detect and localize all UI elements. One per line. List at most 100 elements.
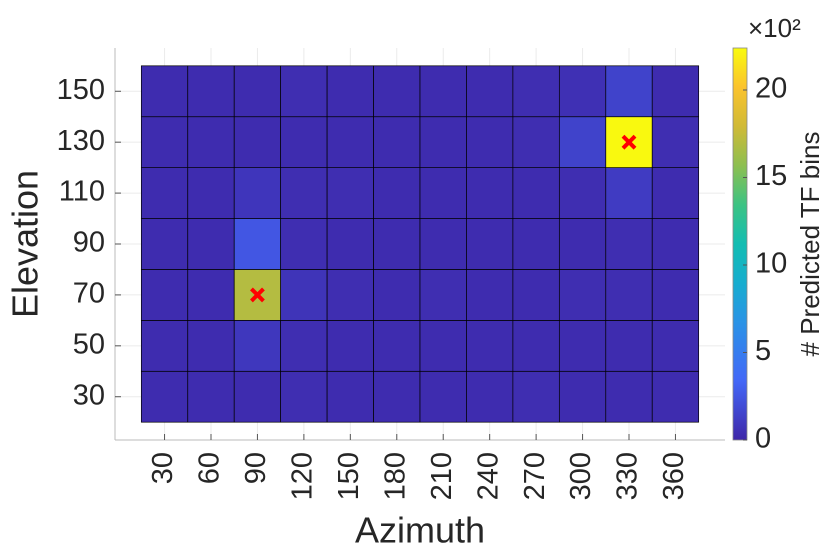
marker <box>250 287 265 303</box>
heat-cell <box>512 65 560 118</box>
marker <box>621 134 637 150</box>
heat-cell <box>373 269 421 321</box>
y-tick-label: 150 <box>57 74 105 106</box>
heat-cell <box>558 167 607 219</box>
heat-cell <box>280 218 328 270</box>
colorbar-tick-label: 15 <box>755 160 787 192</box>
heat-cell <box>326 320 374 372</box>
heat-cell <box>512 370 560 423</box>
heat-cell <box>187 218 235 270</box>
heat-cell <box>512 320 560 372</box>
heat-cell <box>466 116 514 168</box>
heat-cell <box>140 320 189 372</box>
y-tick-label: 90 <box>73 227 105 259</box>
heat-cell <box>466 269 514 321</box>
heat-cell <box>280 116 328 168</box>
heat-cell <box>280 320 328 372</box>
heat-cell <box>605 370 653 423</box>
x-tick-label: 180 <box>379 452 411 500</box>
heat-cell <box>326 167 374 219</box>
heat-cell <box>605 320 653 372</box>
heat-cell <box>187 269 235 321</box>
heat-cell <box>651 269 700 321</box>
y-tick-label: 30 <box>73 379 105 411</box>
heat-cell <box>605 218 653 270</box>
heat-cell <box>187 370 235 423</box>
heat-cell <box>466 218 514 270</box>
x-tick-label: 60 <box>194 452 226 484</box>
heat-cell <box>605 167 653 219</box>
y-axis-label: Elevation <box>5 170 46 318</box>
heat-cell <box>280 167 328 219</box>
heat-cell <box>373 116 421 168</box>
heat-cell <box>466 167 514 219</box>
heat-cell <box>326 269 374 321</box>
heat-cell <box>512 116 560 168</box>
y-tick-label: 130 <box>57 125 105 157</box>
heat-cell <box>233 167 282 219</box>
heat-cell <box>326 65 374 118</box>
heat-cell <box>140 167 189 219</box>
colorbar-tick-label: 10 <box>755 248 787 280</box>
marker-cross <box>250 287 265 303</box>
colorbar <box>732 47 748 441</box>
heat-cell <box>187 167 235 219</box>
heat-cell <box>558 65 607 118</box>
heat-cell <box>140 218 189 270</box>
heat-cell <box>373 167 421 219</box>
colorbar-label: # Predicted TF bins <box>795 132 825 357</box>
x-tick-label: 150 <box>333 452 365 500</box>
heat-cell <box>233 320 282 372</box>
heat-cell <box>419 65 467 118</box>
x-tick-label: 300 <box>565 452 597 500</box>
heat-cell <box>187 116 235 168</box>
heat-cell <box>558 269 607 321</box>
heat-cell <box>373 320 421 372</box>
heat-cell <box>233 65 282 118</box>
colorbar-tick-label: 20 <box>755 73 787 105</box>
heat-cell <box>466 65 514 118</box>
colorbar-tick-label: 5 <box>755 335 771 367</box>
x-tick-label: 120 <box>287 452 319 500</box>
marker-cross <box>621 134 637 150</box>
colorbar-tick-label: 0 <box>755 423 771 455</box>
heat-cell <box>373 218 421 270</box>
heat-cell <box>140 65 189 118</box>
heat-cell <box>651 65 700 118</box>
heat-cell <box>326 116 374 168</box>
heat-cell <box>187 320 235 372</box>
heat-cell <box>373 65 421 118</box>
heat-cell <box>419 218 467 270</box>
heat-cell <box>651 320 700 372</box>
y-tick-label: 110 <box>59 176 105 208</box>
x-tick-label: 360 <box>658 452 690 500</box>
heat-cell <box>651 116 700 168</box>
heat-cell <box>419 370 467 423</box>
heat-cell <box>558 370 607 423</box>
heat-cell <box>187 65 235 118</box>
x-tick-label: 30 <box>147 452 179 484</box>
heat-cell <box>466 370 514 423</box>
heat-cell <box>233 370 282 423</box>
heat-cell <box>558 218 607 270</box>
heat-cell <box>419 320 467 372</box>
x-axis-label: Azimuth <box>355 510 485 551</box>
heat-cell <box>373 370 421 423</box>
heat-cell <box>326 218 374 270</box>
x-tick-label: 90 <box>240 452 272 484</box>
colorbar-exponent: ×10² <box>748 13 801 43</box>
heat-cell <box>233 218 282 270</box>
heat-cell <box>140 116 189 168</box>
heat-cell <box>419 116 467 168</box>
x-tick-label: 210 <box>426 452 458 500</box>
heat-cell <box>558 320 607 372</box>
heat-cell <box>605 65 653 118</box>
heat-cell <box>280 370 328 423</box>
y-tick-label: 50 <box>73 328 105 360</box>
heat-cell <box>419 269 467 321</box>
heat-cell <box>605 269 653 321</box>
heat-cell <box>651 167 700 219</box>
heat-cell <box>466 320 514 372</box>
